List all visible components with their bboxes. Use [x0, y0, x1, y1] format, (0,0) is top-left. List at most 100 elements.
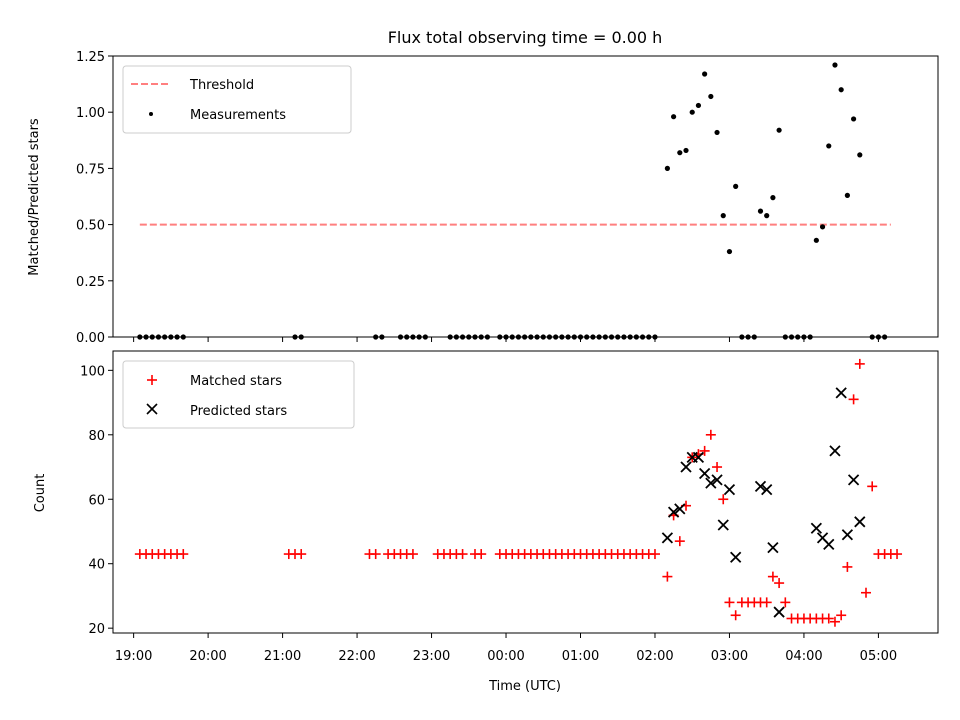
measurement-point — [757, 208, 764, 214]
predicted-star-point — [823, 538, 835, 551]
x-tick-label: 05:00 — [860, 649, 897, 664]
predicted-star-point — [835, 387, 847, 399]
bottom-y-tick-label: 20 — [88, 622, 105, 637]
predicted-star-point — [717, 519, 729, 531]
x-tick-label: 23:00 — [413, 649, 450, 664]
predicted-star-point — [841, 529, 854, 541]
measurement-point — [702, 71, 708, 77]
bottom-panel: 20 40 60 80 100 19:00 20:00 21:00 22:00 23:00 00:… — [33, 350, 939, 694]
top-y-axis-label: Matched/Predicted stars — [27, 118, 42, 276]
matched-star-point — [370, 549, 381, 560]
top-y-tick-label: 0.00 — [76, 331, 105, 346]
top-y-tick-label: 0.50 — [76, 219, 105, 234]
legend-measurements-label: Measurements — [190, 108, 286, 123]
legend-predicted-label: Predicted stars — [190, 404, 287, 419]
measurement-point — [776, 127, 782, 133]
bottom-y-tick-label: 40 — [88, 558, 105, 573]
x-axis-label: Time (UTC) — [488, 679, 561, 694]
measurement-point — [850, 116, 857, 122]
matched-star-point — [712, 462, 723, 473]
top-marks — [137, 62, 891, 340]
measurement-point — [689, 109, 695, 115]
x-tick-label: 01:00 — [562, 649, 599, 664]
matched-star-point — [780, 597, 791, 608]
predicted-star-point — [692, 451, 705, 463]
bottom-y-tick-label: 60 — [88, 493, 105, 508]
matched-star-point — [662, 571, 673, 582]
measurement-point — [770, 195, 776, 201]
x-tick-label: 02:00 — [636, 649, 673, 664]
top-y-tick-label: 0.25 — [76, 275, 105, 290]
measurement-point — [733, 183, 739, 189]
matched-star-point — [867, 481, 878, 492]
predicted-star-point — [711, 474, 723, 486]
predicted-star-point — [847, 474, 860, 486]
legend-predicted-swatch — [146, 403, 158, 415]
bottom-y-axis: 20 40 60 80 100 — [80, 364, 113, 637]
top-legend-box — [122, 65, 352, 134]
x-tick-label: 19:00 — [115, 649, 152, 664]
top-panel: 0.00 0.25 0.50 0.75 1.00 1.25 Matched/Predict… — [27, 50, 939, 346]
matched-star-point — [649, 549, 660, 560]
matched-star-point — [767, 571, 778, 582]
matched-star-point — [705, 429, 716, 440]
predicted-star-point — [730, 551, 742, 563]
measurement-point — [764, 213, 770, 219]
matched-star-point — [457, 549, 468, 560]
top-y-tick-label: 1.00 — [76, 106, 105, 121]
matched-star-point — [296, 549, 307, 560]
predicted-star-point — [674, 503, 686, 515]
predicted-star-point — [767, 541, 779, 554]
bottom-y-tick-label: 100 — [80, 364, 105, 379]
matched-star-point — [476, 549, 487, 560]
predicted-star-point — [854, 516, 866, 528]
bottom-legend: Matched stars Predicted stars — [122, 360, 355, 429]
measurement-point — [844, 192, 850, 198]
matched-star-point — [407, 549, 418, 560]
predicted-star-point — [680, 461, 692, 473]
matched-star-point — [718, 494, 729, 505]
matched-star-point — [829, 616, 840, 627]
predicted-star-point — [698, 467, 711, 480]
matched-star-point — [854, 358, 865, 369]
matched-star-point — [674, 536, 685, 547]
x-tick-label: 04:00 — [785, 649, 822, 664]
measurement-point — [838, 87, 844, 93]
matched-star-point — [724, 597, 735, 608]
measurement-point — [819, 224, 826, 230]
measurement-point — [714, 129, 720, 136]
matched-star-point — [699, 445, 710, 456]
measurement-point — [683, 147, 689, 154]
predicted-star-point — [754, 480, 767, 492]
measurement-point — [832, 62, 838, 68]
matched-star-point — [842, 561, 853, 572]
predicted-star-point — [661, 532, 674, 544]
top-y-tick-label: 1.25 — [76, 50, 105, 65]
bottom-x-axis: 19:00 20:00 21:00 22:00 23:00 00:00 01:00 02:00… — [115, 633, 897, 664]
measurement-point — [664, 165, 670, 171]
top-plot-frame — [112, 55, 939, 338]
predicted-star-point — [667, 506, 680, 518]
predicted-star-point — [773, 606, 785, 618]
matched-star-point — [848, 394, 859, 405]
matched-star-point — [730, 610, 741, 621]
bottom-marks — [134, 358, 903, 627]
top-y-axis: 0.00 0.25 0.50 0.75 1.00 1.25 — [76, 50, 113, 346]
measurement-point — [677, 150, 683, 156]
predicted-star-point — [705, 477, 717, 489]
matched-star-point — [861, 587, 872, 598]
legend-matched-label: Matched stars — [190, 374, 282, 389]
bottom-plot-frame — [112, 350, 939, 634]
x-tick-label: 22:00 — [338, 649, 375, 664]
legend-threshold-label: Threshold — [189, 78, 254, 93]
legend-matched-swatch — [147, 375, 157, 385]
bottom-y-axis-label: Count — [33, 474, 48, 513]
predicted-star-point — [810, 522, 822, 534]
top-x-tick-marks — [133, 337, 879, 342]
x-tick-label: 20:00 — [189, 649, 226, 664]
measurement-point — [813, 237, 819, 243]
chart-title: Flux total observing time = 0.00 h — [388, 28, 663, 47]
measurement-point — [671, 114, 677, 120]
measurement-point — [857, 152, 863, 158]
